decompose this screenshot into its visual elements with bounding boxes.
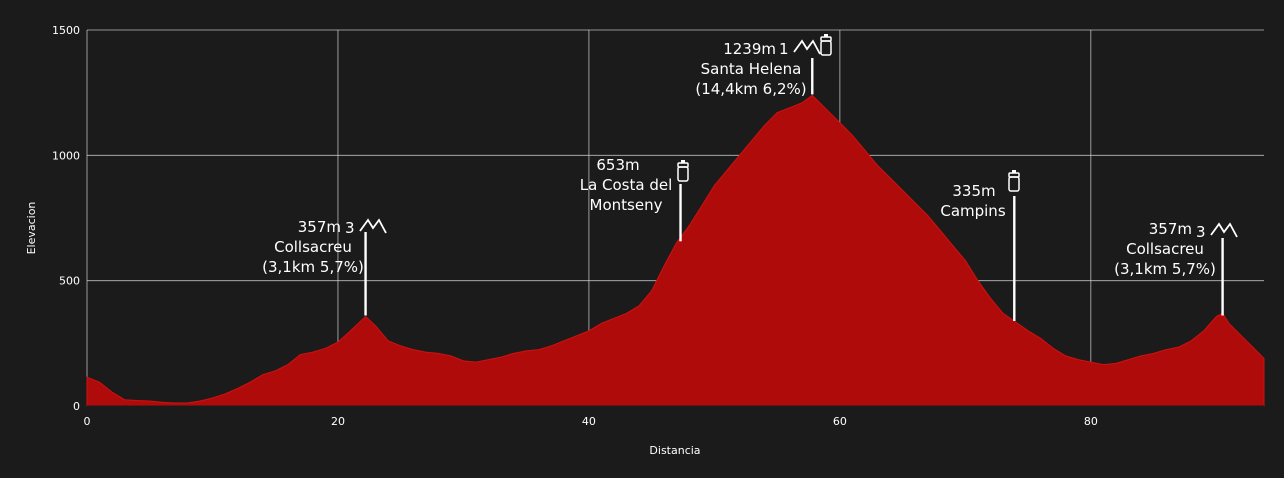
x-tick-label: 0	[84, 415, 91, 428]
x-tick-label: 60	[833, 415, 847, 428]
bottle-body	[677, 166, 689, 182]
y-axis-label: Elevacion	[25, 202, 38, 255]
annotation-detail: (14,4km 6,2%)	[695, 80, 806, 98]
bottle-cap	[1012, 170, 1016, 173]
plot-area	[86, 94, 1265, 407]
x-tick-label: 40	[582, 415, 596, 428]
x-tick-label: 80	[1084, 415, 1098, 428]
mountain-shape	[1210, 222, 1238, 238]
axis-ticks: 0 20 40 60 80 0 500 1000 1500	[52, 24, 1098, 428]
annotation-detail: (3,1km 5,7%)	[262, 258, 364, 276]
annotation-name: Campins	[940, 202, 1005, 220]
water-bottle-icon	[1008, 170, 1020, 192]
annotation-name: Collsacreu	[1126, 240, 1204, 258]
annotation-name: La Costa del	[580, 176, 673, 194]
climb-category-number: 3	[1196, 223, 1206, 241]
annotation-name2: Montseny	[590, 196, 663, 214]
annotation-campins: 335m Campins	[940, 170, 1020, 322]
x-tick-label: 20	[331, 415, 345, 428]
bottle-body	[820, 40, 832, 56]
annotation-santa-helena: 1239m Santa Helena (14,4km 6,2%) 1	[695, 34, 832, 98]
y-tick-label: 0	[73, 400, 80, 413]
elevation-area	[86, 94, 1265, 407]
annotation-elev: 357m	[298, 218, 341, 236]
y-tick-label: 500	[59, 275, 80, 288]
mountain-shape	[793, 39, 821, 55]
annotation-detail: (3,1km 5,7%)	[1114, 260, 1216, 278]
annotation-elev: 357m	[1149, 220, 1192, 238]
climb-category-3-icon: 3	[1196, 222, 1238, 241]
annotations: 357m Collsacreu (3,1km 5,7%) 3 653m La Costa …	[262, 34, 1238, 322]
annotation-la-costa-del: 653m La Costa del Montseny	[580, 156, 689, 242]
bottle-cap	[824, 34, 828, 37]
climb-category-1-icon: 1	[779, 39, 821, 58]
y-tick-label: 1000	[52, 149, 80, 162]
bottle-cap	[681, 160, 685, 163]
bottle-body	[1008, 176, 1020, 192]
annotation-name: Santa Helena	[701, 60, 802, 78]
annotation-name: Collsacreu	[274, 238, 352, 256]
climb-category-3-icon: 3	[345, 218, 387, 237]
annotation-elev: 1239m	[723, 40, 776, 58]
x-axis-label: Distancia	[649, 444, 700, 457]
annotation-elev: 335m	[952, 182, 995, 200]
climb-category-number: 3	[345, 219, 355, 237]
water-bottle-icon	[677, 160, 689, 182]
y-tick-label: 1500	[52, 24, 80, 37]
water-bottle-icon	[820, 34, 832, 56]
annotation-collsacreu: 357m Collsacreu (3,1km 5,7%) 3	[1114, 220, 1238, 316]
annotation-collsacreu: 357m Collsacreu (3,1km 5,7%) 3	[262, 218, 387, 316]
mountain-shape	[359, 218, 387, 234]
climb-category-number: 1	[779, 40, 789, 58]
annotation-elev: 653m	[596, 156, 639, 174]
